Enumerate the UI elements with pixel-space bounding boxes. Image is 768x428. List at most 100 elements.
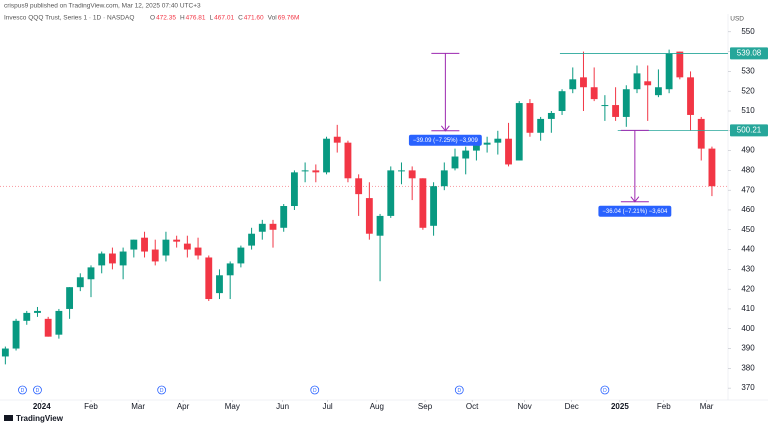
legend-key: Vol xyxy=(268,15,278,22)
legend-key: C xyxy=(238,15,243,22)
x-tick-label: Jul xyxy=(322,402,332,411)
candle-body xyxy=(333,136,341,143)
legend-value: 476.81 xyxy=(186,15,206,22)
arrow-head xyxy=(440,125,450,132)
candle-body xyxy=(505,138,512,165)
candle-body xyxy=(130,239,138,250)
currency: USD xyxy=(730,16,744,23)
candle-body xyxy=(226,263,234,276)
legend-value: 472.35 xyxy=(156,15,176,22)
candle-body xyxy=(108,253,116,264)
brand-text: TradingView xyxy=(16,414,64,423)
candle-body xyxy=(66,287,74,309)
legend-key: O xyxy=(150,15,155,22)
x-tick-label: Dec xyxy=(565,402,579,411)
candle-body xyxy=(87,267,95,280)
candle-body xyxy=(462,150,470,159)
y-tick-label: 520 xyxy=(741,86,755,95)
dividend-marker xyxy=(157,385,167,395)
candle-body xyxy=(290,172,298,207)
legend-key: H xyxy=(180,15,185,22)
brand: TradingView xyxy=(4,414,64,423)
candle-body xyxy=(365,198,373,234)
candle-body xyxy=(269,223,277,230)
candle-body xyxy=(398,170,405,172)
arrow-head xyxy=(630,196,640,203)
x-tick-label: 2025 xyxy=(611,402,629,411)
candle-body xyxy=(55,310,63,335)
legend-value: 471.60 xyxy=(244,15,264,22)
candle-body xyxy=(601,105,609,107)
dividend-label: D xyxy=(21,388,25,394)
x-tick-label: Jun xyxy=(276,402,289,411)
y-tick-label: 530 xyxy=(741,67,755,76)
candle-body xyxy=(526,103,534,133)
y-tick-label: 480 xyxy=(741,165,755,174)
level-label: 500.21 xyxy=(737,125,762,134)
legend-value: 467.01 xyxy=(214,15,234,22)
dividend-label: D xyxy=(313,388,317,394)
candle-body xyxy=(697,118,705,149)
candle-body xyxy=(312,170,320,173)
candle-body xyxy=(590,87,598,100)
candle-body xyxy=(119,251,127,266)
candle-body xyxy=(440,170,448,187)
candle-body xyxy=(12,320,20,349)
dividend-marker xyxy=(310,385,320,395)
candle-body xyxy=(569,79,577,90)
x-tick-label: Mar xyxy=(131,402,145,411)
candle-body xyxy=(558,91,566,111)
candle-body xyxy=(34,310,41,313)
candle-body xyxy=(494,138,502,143)
candle-body xyxy=(644,81,652,86)
y-tick-label: 410 xyxy=(741,304,755,313)
y-tick-label: 440 xyxy=(741,245,755,254)
measure-label-bg xyxy=(598,205,672,217)
candle-body xyxy=(151,249,159,262)
candle-body xyxy=(537,118,545,133)
candle-body xyxy=(301,170,309,172)
candle-body xyxy=(44,318,52,337)
candle-body xyxy=(387,170,395,216)
measure-label: −36.04 (−7.21%) −3,604 xyxy=(602,209,668,215)
candle-body xyxy=(183,243,191,250)
candle-body xyxy=(451,156,459,169)
y-tick-label: 450 xyxy=(741,225,755,234)
y-tick-label: 470 xyxy=(741,185,755,194)
measure-label-bg xyxy=(408,134,482,146)
candle-body xyxy=(194,247,202,256)
y-tick-label: 460 xyxy=(741,205,755,214)
level-label-bg xyxy=(730,47,768,60)
dividend-marker xyxy=(18,385,27,395)
y-tick-label: 430 xyxy=(741,264,755,273)
y-tick-label: 550 xyxy=(741,27,755,36)
candle-body xyxy=(580,77,587,88)
candle-body xyxy=(248,233,256,246)
x-tick-label: Apr xyxy=(177,402,190,411)
candle-body xyxy=(612,105,620,117)
symbol: Invesco QQQ Trust, Series 1 · 1D · NASDA… xyxy=(4,15,134,22)
candle-body xyxy=(665,53,673,90)
dividend-label: D xyxy=(36,388,40,394)
candle-body xyxy=(547,112,555,119)
measure-label: −39.09 (−7.25%) −3,909 xyxy=(413,138,479,144)
candle-body xyxy=(408,170,416,179)
candle-body xyxy=(173,239,181,242)
candle-body xyxy=(355,178,363,195)
candle-body xyxy=(515,103,523,161)
candle-body xyxy=(430,186,438,226)
legend-value: 69.76M xyxy=(278,15,300,22)
x-tick-label: Oct xyxy=(466,402,479,411)
candle-body xyxy=(654,87,662,96)
x-tick-label: Mar xyxy=(700,402,714,411)
candle-body xyxy=(323,138,330,173)
candle-body xyxy=(376,215,384,236)
x-tick-label: 2024 xyxy=(33,402,51,411)
dividend-label: D xyxy=(160,388,164,394)
dividend-label: D xyxy=(457,388,461,394)
x-tick-label: Feb xyxy=(657,402,671,411)
candle-body xyxy=(708,148,716,187)
dividend-marker xyxy=(600,385,610,395)
candle-body xyxy=(216,275,223,294)
